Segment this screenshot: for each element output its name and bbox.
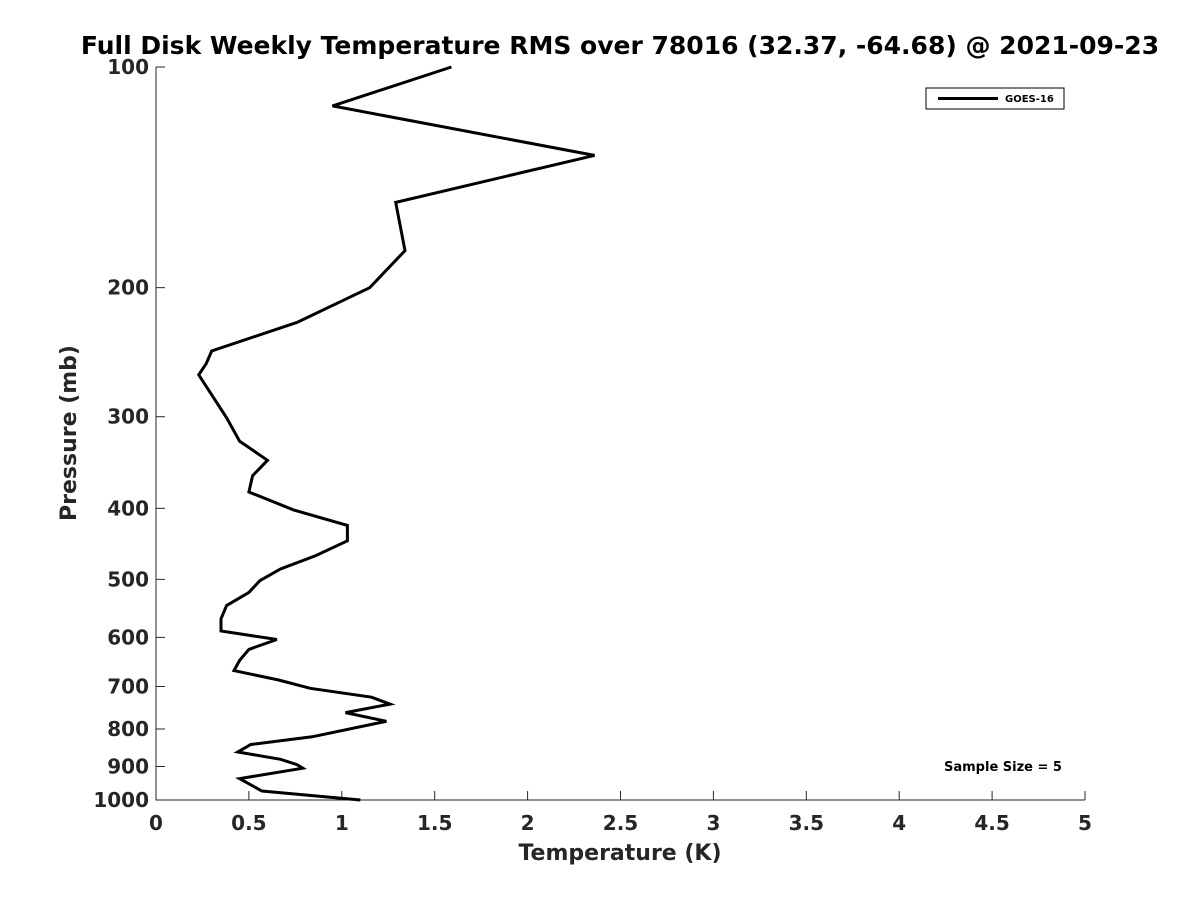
y-tick-label: 500 bbox=[107, 567, 149, 591]
y-tick-label: 800 bbox=[107, 717, 149, 741]
sample-size-annotation: Sample Size = 5 bbox=[944, 760, 1062, 775]
x-tick-label: 1.5 bbox=[417, 811, 452, 835]
x-tick-label: 2 bbox=[521, 811, 535, 835]
y-tick-label: 700 bbox=[107, 674, 149, 698]
legend-series-label: GOES-16 bbox=[1005, 94, 1054, 105]
x-axis-ticks: 0 0.5 1 1.5 2 2.5 3 3.5 4 4.5 5 bbox=[149, 791, 1092, 835]
x-tick-label: 0 bbox=[149, 811, 163, 835]
x-axis-label: Temperature (K) bbox=[518, 841, 721, 866]
x-tick-label: 5 bbox=[1078, 811, 1092, 835]
y-tick-label: 300 bbox=[107, 405, 149, 429]
x-tick-label: 4 bbox=[892, 811, 906, 835]
x-tick-label: 3 bbox=[706, 811, 720, 835]
y-axis-ticks: 100 200 300 400 500 600 700 800 900 1000 bbox=[93, 55, 165, 812]
x-tick-label: 3.5 bbox=[789, 811, 824, 835]
y-tick-label: 200 bbox=[107, 276, 149, 300]
plot-area: 0 0.5 1 1.5 2 2.5 3 3.5 4 4.5 5 100 200 300 400 500 600… bbox=[93, 55, 1092, 835]
y-tick-label: 600 bbox=[107, 625, 149, 649]
series-layer bbox=[196, 65, 595, 802]
y-tick-label: 900 bbox=[107, 754, 149, 778]
series-line-goes-16 bbox=[196, 65, 595, 802]
y-tick-label: 1000 bbox=[93, 788, 149, 812]
x-tick-label: 2.5 bbox=[603, 811, 638, 835]
chart-title: Full Disk Weekly Temperature RMS over 78… bbox=[81, 31, 1159, 60]
y-tick-label: 100 bbox=[107, 55, 149, 79]
x-tick-label: 0.5 bbox=[231, 811, 266, 835]
legend: GOES-16 bbox=[925, 87, 1065, 110]
y-tick-label: 400 bbox=[107, 496, 149, 520]
axes-frame bbox=[155, 67, 1085, 801]
x-tick-label: 1 bbox=[335, 811, 349, 835]
y-axis-label: Pressure (mb) bbox=[57, 345, 82, 521]
x-tick-label: 4.5 bbox=[974, 811, 1009, 835]
